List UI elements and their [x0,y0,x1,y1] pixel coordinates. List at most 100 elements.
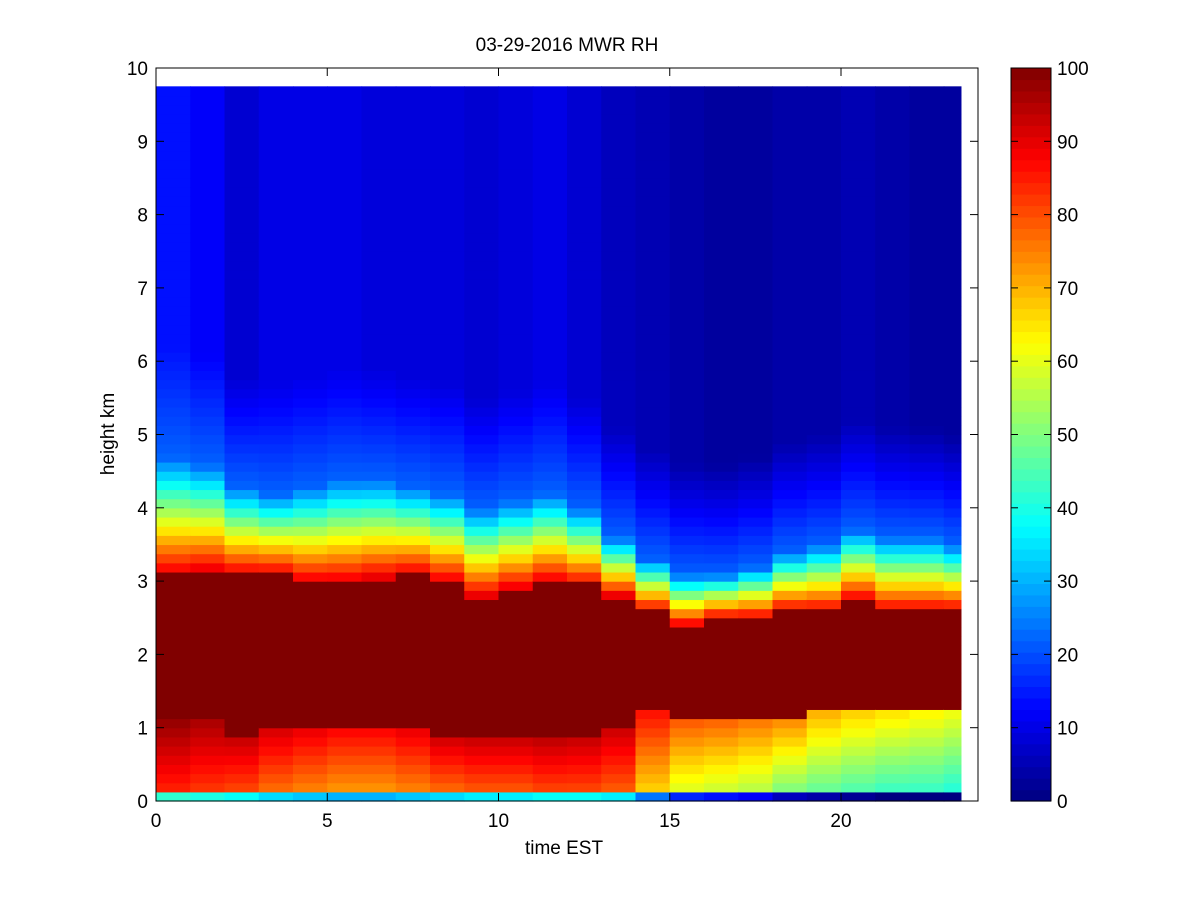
heatmap-cell [772,260,808,271]
colorbar-swatch [1011,319,1051,333]
heatmap-cell [875,581,911,591]
heatmap-cell [909,324,945,335]
heatmap-cell [943,443,962,454]
heatmap-cell [875,132,911,142]
heatmap-cell [395,388,431,399]
heatmap-cell [532,187,568,197]
heatmap-cell [532,480,568,491]
heatmap-cell [875,526,911,536]
heatmap-cell [430,736,465,747]
colorbar-tick-label: 50 [1057,426,1078,447]
heatmap-cell [430,168,465,179]
heatmap-cell [430,626,465,637]
heatmap-cell [943,672,962,683]
heatmap-cell [361,425,397,436]
heatmap-cell [738,425,774,436]
heatmap-cell [567,132,602,142]
heatmap-cell [669,388,705,399]
heatmap-cell [430,480,465,491]
heatmap-cell [464,636,500,646]
heatmap-cell [293,95,328,106]
heatmap-cell [430,746,465,756]
heatmap-cell [498,370,534,381]
heatmap-cell [430,361,465,371]
heatmap-cell [806,471,842,481]
colorbar-swatch [1011,400,1051,413]
heatmap-cell [430,223,465,234]
heatmap-cell [669,205,705,216]
heatmap-cell [875,498,911,509]
heatmap-cell [156,407,191,417]
colorbar-swatch [1011,285,1051,298]
heatmap-cell [875,461,911,472]
heatmap-cell [190,727,226,738]
heatmap-cell [909,113,945,124]
heatmap-cell [156,764,191,775]
heatmap-cell [190,86,226,97]
heatmap-cell [635,544,671,555]
heatmap-cell [395,397,431,408]
heatmap-cell [361,489,397,500]
heatmap-cell [772,214,808,225]
colorbar-swatch [1011,503,1051,516]
heatmap-cell [498,379,534,390]
heatmap-cell [841,626,876,637]
heatmap-cell [258,443,294,454]
heatmap-cell [258,590,294,601]
colorbar-swatch [1011,239,1051,252]
heatmap-cell [293,700,328,710]
heatmap-cell [498,113,534,124]
heatmap-cell [738,132,774,142]
heatmap-cell [738,663,774,674]
heatmap-cell [327,150,363,161]
heatmap-cell [293,132,328,142]
heatmap-cell [772,718,808,729]
heatmap-cell [190,232,226,243]
heatmap-cell [361,232,397,243]
heatmap-cell [532,461,568,472]
heatmap-cell [806,617,842,628]
heatmap-cell [635,562,671,573]
heatmap-cell [567,535,602,546]
heatmap-cell [156,590,191,601]
heatmap-cell [464,95,500,106]
heatmap-cell [738,352,774,362]
heatmap-cell [395,342,431,353]
heatmap-cell [669,581,705,591]
heatmap-cell [156,159,191,170]
heatmap-cell [909,242,945,252]
heatmap-cell [498,764,534,775]
heatmap-cell [943,104,962,115]
heatmap-cell [601,434,637,445]
heatmap-cell [738,700,774,710]
heatmap-cell [156,86,191,97]
colorbar-swatch [1011,652,1051,665]
heatmap-cell [635,718,671,729]
heatmap-cell [601,104,637,115]
heatmap-cell [190,654,226,665]
heatmap-cell [909,636,945,646]
heatmap-cell [156,297,191,307]
heatmap-cell [532,223,568,234]
heatmap-cell [704,755,739,765]
heatmap-cell [464,755,500,765]
heatmap-cell [704,663,739,674]
y-tick-label: 4 [137,499,148,520]
heatmap-cell [635,526,671,536]
heatmap-cell [327,526,363,536]
heatmap-cell [395,177,431,188]
heatmap-cell [875,242,911,252]
heatmap-cell [875,791,911,802]
heatmap-cell [669,379,705,390]
heatmap-cell [498,352,534,362]
heatmap-cell [669,407,705,417]
heatmap-cell [258,196,294,207]
heatmap-cell [190,471,226,481]
heatmap-cell [943,132,962,142]
heatmap-cell [635,516,671,527]
heatmap-cell [772,608,808,619]
heatmap-cell [532,242,568,252]
heatmap-cell [875,507,911,518]
